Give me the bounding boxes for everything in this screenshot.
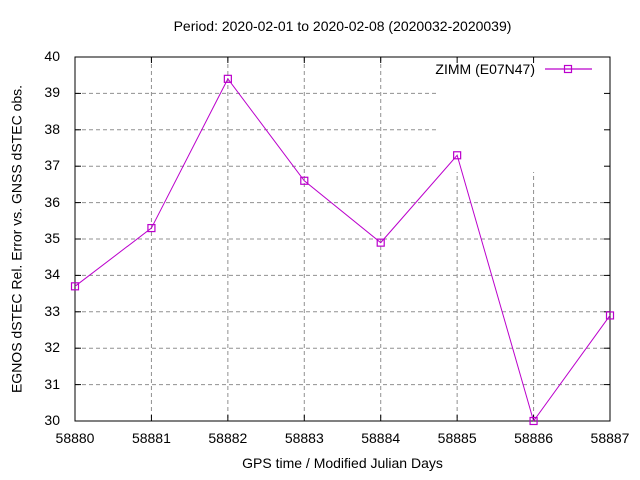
x-tick-label: 58887 (590, 430, 630, 446)
y-tick-label: 40 (44, 48, 60, 64)
data-point-marker (300, 176, 309, 185)
y-tick-label: 34 (44, 266, 60, 283)
x-axis-label: GPS time / Modified Julian Days (242, 455, 443, 471)
data-point-marker (529, 416, 538, 426)
y-tick-label: 37 (44, 157, 60, 174)
x-tick-label: 58885 (437, 430, 477, 446)
data-line (74, 77, 611, 423)
x-tick-label: 58886 (514, 430, 554, 446)
legend-background (436, 58, 609, 172)
y-tick-label: 31 (44, 375, 60, 392)
data-point-marker (223, 74, 232, 83)
y-tick-label: 39 (44, 84, 60, 101)
x-tick-label: 58882 (208, 430, 248, 446)
y-tick-label: 38 (44, 120, 60, 137)
x-tick-label: 58883 (284, 430, 324, 446)
data-point-marker (147, 223, 156, 233)
y-tick-label: 32 (44, 339, 60, 356)
data-point-marker (376, 238, 385, 247)
x-tick-label: 58881 (131, 430, 171, 446)
x-tick-label: 58880 (55, 430, 95, 446)
data-point-marker (453, 151, 462, 160)
y-tick-label: 30 (44, 412, 60, 428)
legend-marker-sample (563, 64, 573, 74)
x-tick-label: 58884 (361, 430, 401, 446)
data-point-marker (70, 282, 80, 291)
y-tick-label: 33 (44, 302, 60, 319)
y-tick-label: 36 (44, 193, 60, 210)
data-point-marker (605, 311, 615, 320)
legend-series-label: ZIMM (E07N47) (435, 61, 535, 77)
y-tick-label: 35 (44, 230, 60, 246)
chart-title: Period: 2020-02-01 to 2020-02-08 (202003… (173, 18, 512, 34)
